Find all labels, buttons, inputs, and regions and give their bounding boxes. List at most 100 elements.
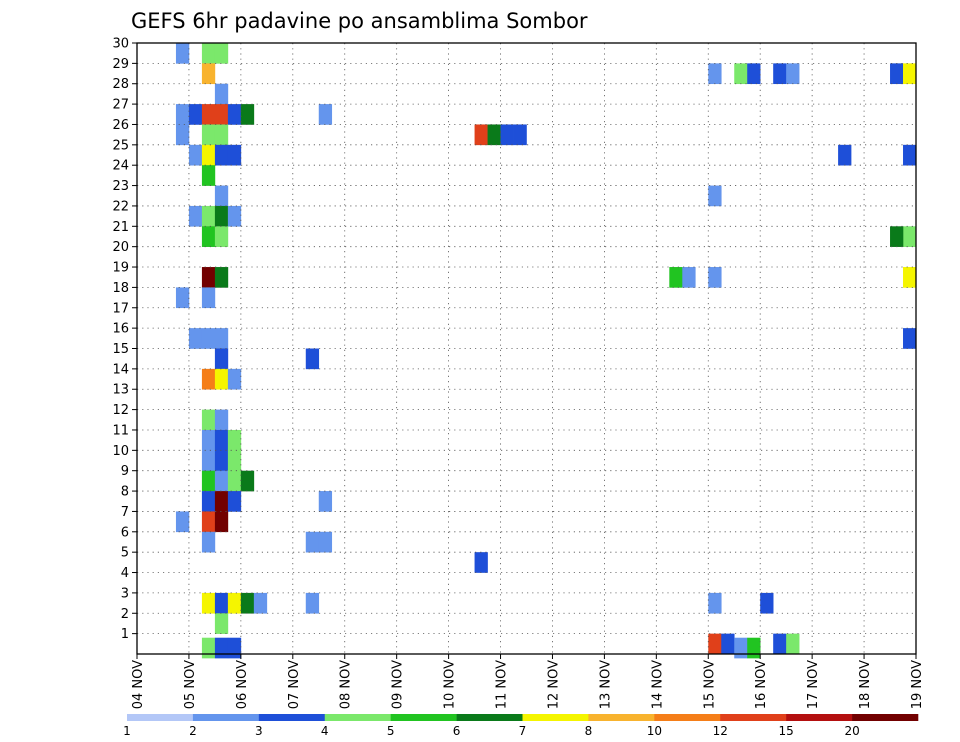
heatmap-cell	[188, 205, 203, 227]
colorbar-segment	[786, 714, 853, 721]
y-tick-label: 5	[121, 546, 129, 561]
x-tick-label: 04 NOV	[131, 660, 146, 709]
heatmap-cell	[175, 287, 190, 309]
y-tick-label: 17	[112, 301, 129, 316]
heatmap-cells	[175, 43, 917, 659]
heatmap-cell	[201, 104, 216, 125]
heatmap-cell	[188, 104, 203, 125]
heatmap-cell	[474, 552, 488, 573]
heatmap-cell	[201, 287, 216, 309]
heatmap-cell	[890, 226, 904, 247]
y-tick-label: 21	[112, 220, 129, 235]
colorbar-segment	[654, 714, 721, 721]
heatmap-cell	[305, 348, 320, 370]
heatmap-cell	[201, 226, 216, 247]
x-tick-label: 16 NOV	[754, 660, 769, 709]
heatmap-cell	[201, 165, 216, 186]
y-tick-label: 1	[121, 627, 129, 642]
heatmap-cell	[214, 144, 229, 166]
x-tick-label: 18 NOV	[858, 660, 873, 709]
colorbar-label: 10	[647, 724, 662, 738]
colorbar-label: 5	[387, 724, 395, 738]
y-tick-label: 14	[112, 362, 129, 377]
heatmap-cell	[175, 124, 190, 146]
heatmap-cell	[734, 637, 748, 659]
colorbar-segment	[456, 714, 523, 721]
heatmap-cell	[227, 592, 242, 614]
heatmap-cell	[214, 267, 229, 288]
heatmap-cell	[201, 511, 216, 533]
heatmap-cell	[682, 267, 696, 288]
heatmap-cell	[214, 429, 229, 451]
y-tick-label: 10	[112, 444, 129, 459]
heatmap-cell	[747, 63, 761, 85]
colorbar-segment	[324, 714, 391, 721]
heatmap-cell	[214, 470, 229, 492]
heatmap-cell	[786, 633, 800, 655]
heatmap-cell	[240, 470, 255, 492]
heatmap-cell	[708, 267, 722, 288]
colorbar: 1 2 3 4 5 6 7 8 10 12 15 20	[123, 714, 919, 738]
heatmap-cell	[201, 470, 216, 492]
heatmap-cell	[201, 328, 216, 349]
colorbar-label: 15	[779, 724, 794, 738]
heatmap-cell	[318, 531, 333, 553]
heatmap-cell	[214, 104, 229, 125]
heatmap-cell	[214, 185, 229, 207]
heatmap-cell	[708, 592, 722, 614]
heatmap-cell	[201, 144, 216, 166]
colorbar-segment	[852, 714, 919, 721]
heatmap-cell	[214, 124, 229, 146]
x-tick-label: 14 NOV	[650, 660, 665, 709]
heatmap-cell	[253, 592, 268, 614]
y-tick-label: 23	[112, 179, 129, 194]
y-tick-label: 24	[112, 159, 129, 174]
heatmap-cell	[188, 328, 203, 349]
heatmap-cell	[214, 226, 229, 247]
x-tick-label: 07 NOV	[287, 660, 302, 709]
y-tick-label: 9	[121, 464, 129, 479]
heatmap-cell	[227, 470, 242, 492]
y-tick-label: 27	[112, 98, 129, 113]
x-tick-label: 15 NOV	[702, 660, 717, 709]
chart-title: GEFS 6hr padavine po ansamblima Sombor	[131, 9, 588, 33]
x-tick-label: 05 NOV	[183, 660, 198, 709]
heatmap-cell	[227, 368, 242, 390]
y-tick-label: 22	[112, 199, 129, 214]
heatmap-cell	[175, 43, 190, 64]
heatmap-cell	[201, 368, 216, 390]
heatmap-cell	[318, 104, 333, 125]
heatmap-cell	[903, 144, 917, 166]
heatmap-cell	[903, 267, 917, 288]
heatmap-cell	[201, 592, 216, 614]
colorbar-label: 20	[844, 724, 859, 738]
heatmap-cell	[773, 63, 787, 85]
heatmap-cell	[201, 491, 216, 512]
heatmap-cell	[838, 144, 852, 166]
heatmap-cell	[201, 450, 216, 471]
colorbar-label: 1	[123, 724, 131, 738]
colorbar-label: 12	[713, 724, 728, 738]
heatmap-cell	[227, 450, 242, 471]
heatmap-cell	[214, 205, 229, 227]
y-tick-label: 20	[112, 240, 129, 255]
heatmap-cell	[201, 637, 216, 659]
heatmap-cell	[760, 592, 774, 614]
heatmap-cell	[214, 368, 229, 390]
heatmap-cell	[214, 637, 229, 659]
x-tick-label: 08 NOV	[339, 660, 354, 709]
heatmap-cell	[227, 491, 242, 512]
y-tick-label: 16	[112, 322, 129, 337]
heatmap-cell	[786, 63, 800, 85]
heatmap-cell	[175, 511, 190, 533]
heatmap-cell	[214, 328, 229, 349]
x-tick-label: 12 NOV	[546, 660, 561, 709]
heatmap-cell	[214, 83, 229, 105]
y-tick-label: 13	[112, 383, 129, 398]
y-tick-label: 28	[112, 77, 129, 92]
heatmap-cell	[513, 124, 527, 146]
heatmap-cell	[669, 267, 683, 288]
heatmap-cell	[214, 450, 229, 471]
colorbar-segment	[522, 714, 589, 721]
x-tick-label: 13 NOV	[598, 660, 613, 709]
